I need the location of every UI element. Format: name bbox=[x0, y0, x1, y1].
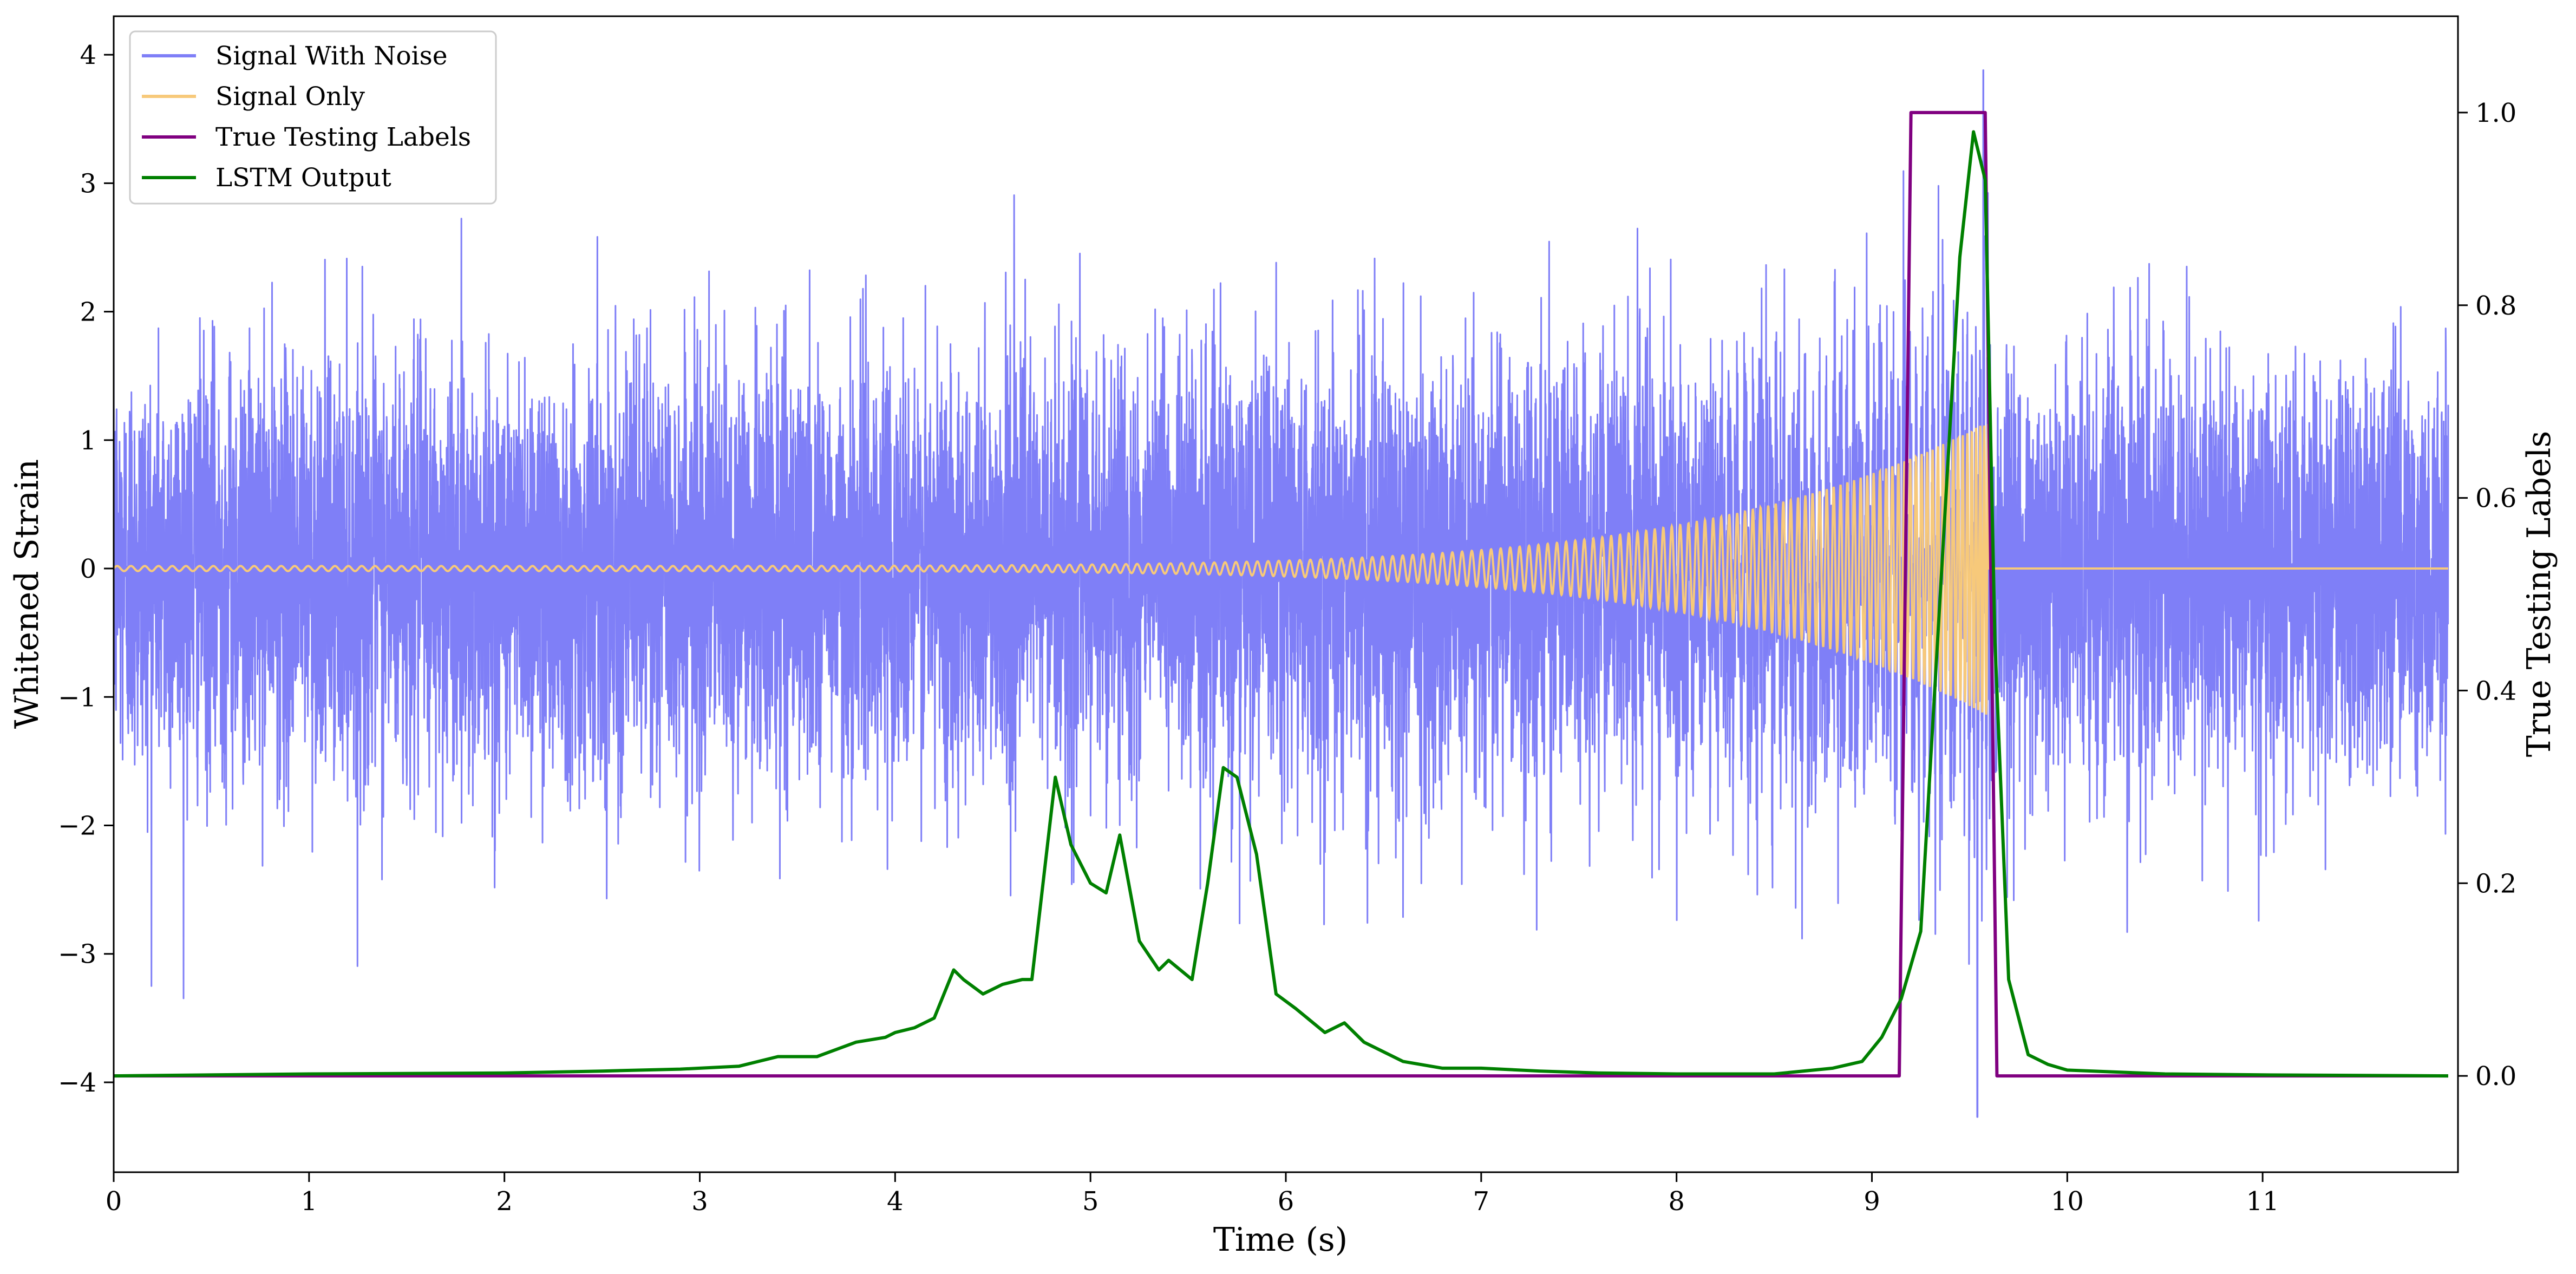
x-tick-label: 8 bbox=[1668, 1186, 1685, 1217]
y-right-tick-label: 1.0 bbox=[2475, 98, 2516, 128]
series-signal-with-noise bbox=[114, 69, 2449, 1118]
x-tick-label: 10 bbox=[2051, 1186, 2084, 1217]
y-axis-left: 4 3 2 1 0 −1 −2 −3 −4 bbox=[58, 40, 114, 1098]
x-tick-label: 3 bbox=[691, 1186, 708, 1217]
x-tick-label: 7 bbox=[1473, 1186, 1490, 1217]
legend-box bbox=[129, 30, 497, 205]
y-right-tick-label: 0.4 bbox=[2475, 676, 2516, 706]
legend-label-lstm-output: LSTM Output bbox=[215, 163, 391, 193]
y-right-tick-label: 0.6 bbox=[2475, 484, 2516, 514]
y-left-tick-label: −4 bbox=[58, 1068, 96, 1098]
series-lstm-output bbox=[114, 130, 2448, 1078]
legend-label-signal-only: Signal Only bbox=[215, 82, 365, 112]
series-signal-only bbox=[114, 423, 2448, 715]
y-right-tick-label: 0.8 bbox=[2475, 291, 2516, 321]
y-left-tick-label: −3 bbox=[58, 939, 96, 970]
y-axis-right: 0.0 0.2 0.4 0.6 0.8 1.0 bbox=[2458, 98, 2516, 1092]
x-tick-label: 0 bbox=[106, 1186, 122, 1217]
x-tick-label: 1 bbox=[301, 1186, 318, 1217]
y-left-tick-label: −1 bbox=[58, 682, 96, 713]
series-layer bbox=[114, 69, 2449, 1118]
y-right-tick-label: 0.0 bbox=[2475, 1061, 2516, 1092]
y-left-tick-label: 0 bbox=[80, 554, 96, 584]
y-left-tick-label: 2 bbox=[80, 297, 96, 328]
y-left-tick-label: 4 bbox=[80, 40, 96, 70]
legend-label-true-testing-labels: True Testing Labels bbox=[215, 122, 471, 152]
legend: Signal With Noise Signal Only True Testi… bbox=[129, 30, 497, 205]
y-axis-right-label: True Testing Labels bbox=[2520, 431, 2558, 757]
x-tick-label: 6 bbox=[1278, 1186, 1294, 1217]
legend-label-signal-with-noise: Signal With Noise bbox=[215, 41, 448, 71]
x-tick-label: 2 bbox=[496, 1186, 513, 1217]
x-axis-label: Time (s) bbox=[1213, 1221, 1348, 1259]
x-tick-label: 9 bbox=[1864, 1186, 1880, 1217]
x-tick-label: 5 bbox=[1082, 1186, 1099, 1217]
y-left-tick-label: 1 bbox=[80, 426, 96, 456]
x-axis: 0 1 2 3 4 5 6 7 8 9 10 11 bbox=[106, 1172, 2279, 1217]
x-tick-label: 11 bbox=[2246, 1186, 2279, 1217]
y-left-tick-label: −2 bbox=[58, 811, 96, 841]
y-left-tick-label: 3 bbox=[80, 168, 96, 199]
y-axis-left-label: Whitened Strain bbox=[8, 459, 46, 729]
series-true-testing-labels bbox=[114, 110, 2448, 1078]
y-right-tick-label: 0.2 bbox=[2475, 868, 2516, 899]
x-tick-label: 4 bbox=[887, 1186, 904, 1217]
